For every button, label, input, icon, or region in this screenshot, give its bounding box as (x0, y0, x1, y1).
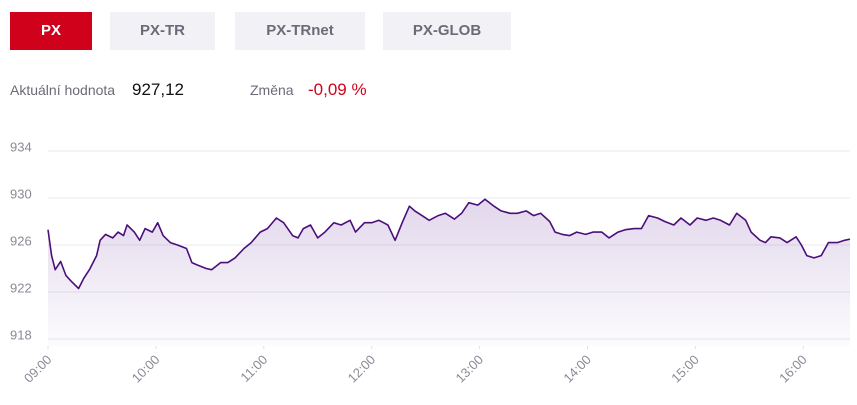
y-tick-label: 926 (10, 233, 32, 248)
value: 927,12 (132, 80, 184, 99)
x-tick-label: 10:00 (129, 352, 163, 386)
x-tick-label: 15:00 (668, 352, 702, 386)
x-tick-label: 13:00 (453, 352, 487, 386)
tab[interactable]: PX (10, 12, 92, 50)
x-tick-label: 12:00 (345, 352, 379, 386)
change: -0,09 % (308, 80, 367, 99)
y-tick-label: 930 (10, 186, 32, 201)
x-tick-label: 14:00 (560, 352, 594, 386)
line (47, 198, 851, 290)
value-label: Aktuální hodnota (10, 82, 116, 98)
tab[interactable]: PX-GLOB (383, 12, 511, 50)
y-tick-label: 922 (10, 280, 32, 295)
x-tick-label: 16:00 (776, 352, 810, 386)
tab[interactable]: PX-TRnet (235, 12, 365, 50)
change-label: Změna (250, 82, 294, 98)
area-fill (48, 199, 850, 346)
y-tick-label: 934 (10, 139, 32, 154)
x-tick-label: 11:00 (237, 352, 270, 385)
y-tick-label: 918 (10, 327, 32, 342)
tab[interactable]: PX-TR (110, 12, 215, 50)
x-tick-label: 09:00 (21, 352, 55, 386)
